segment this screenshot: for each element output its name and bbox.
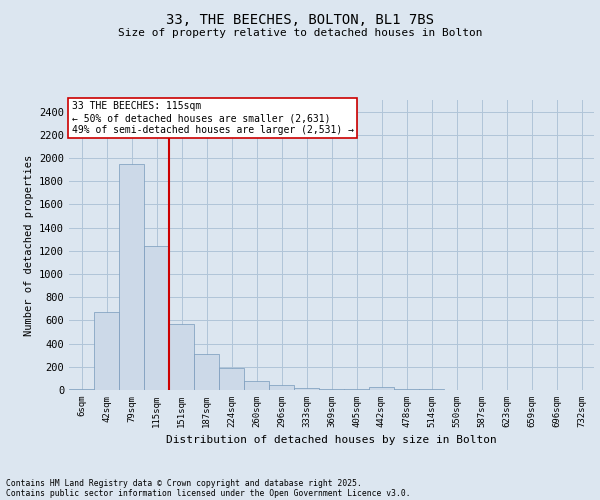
Text: 33 THE BEECHES: 115sqm
← 50% of detached houses are smaller (2,631)
49% of semi-: 33 THE BEECHES: 115sqm ← 50% of detached… [71,102,353,134]
Y-axis label: Number of detached properties: Number of detached properties [23,154,34,336]
Bar [319,389,344,390]
Bar [119,164,144,390]
Bar [369,387,394,390]
Text: Size of property relative to detached houses in Bolton: Size of property relative to detached ho… [118,28,482,38]
Text: Contains public sector information licensed under the Open Government Licence v3: Contains public sector information licen… [6,488,410,498]
Bar [294,388,319,390]
Bar [219,368,244,390]
Bar [144,246,169,390]
Bar [269,385,294,390]
Text: 33, THE BEECHES, BOLTON, BL1 7BS: 33, THE BEECHES, BOLTON, BL1 7BS [166,12,434,26]
X-axis label: Distribution of detached houses by size in Bolton: Distribution of detached houses by size … [166,436,497,446]
Bar [169,324,194,390]
Bar [69,389,94,390]
Text: Contains HM Land Registry data © Crown copyright and database right 2025.: Contains HM Land Registry data © Crown c… [6,478,362,488]
Bar [94,312,119,390]
Bar [194,354,219,390]
Bar [244,380,269,390]
